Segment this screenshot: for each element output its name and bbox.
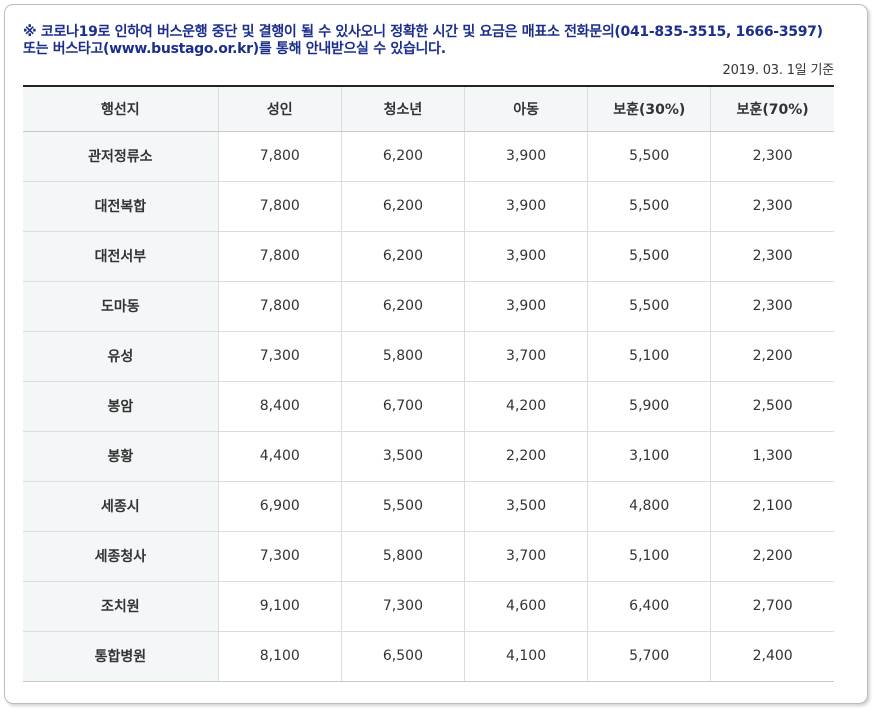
fare-cell-adult: 8,400 — [217, 381, 342, 432]
fare-cell-veteran-70: 2,700 — [710, 581, 834, 632]
destination-cell: 대전서부 — [23, 231, 219, 282]
fare-cell-veteran-70: 2,100 — [710, 481, 834, 532]
fare-cell-veteran-30: 5,700 — [587, 631, 711, 682]
fare-cell-adult: 7,300 — [217, 531, 342, 582]
header-youth: 청소년 — [340, 85, 465, 132]
fare-cell-veteran-30: 4,800 — [587, 481, 711, 532]
fare-cell-child: 4,200 — [464, 381, 588, 432]
fare-cell-veteran-70: 2,300 — [710, 231, 834, 282]
fare-cell-youth: 6,200 — [340, 131, 465, 182]
fare-cell-veteran-70: 2,300 — [710, 281, 834, 332]
table-row: 관저정류소 7,800 6,200 3,900 5,500 2,300 — [23, 131, 834, 182]
fare-cell-child: 3,700 — [464, 331, 588, 382]
fare-cell-youth: 6,700 — [340, 381, 465, 432]
fare-cell-veteran-30: 5,900 — [587, 381, 711, 432]
fare-cell-youth: 6,200 — [340, 181, 465, 232]
fare-cell-veteran-70: 2,300 — [710, 131, 834, 182]
fare-cell-veteran-70: 1,300 — [710, 431, 834, 482]
destination-cell: 유성 — [23, 331, 219, 382]
table-row: 조치원 9,100 7,300 4,600 6,400 2,700 — [23, 581, 834, 632]
fare-cell-adult: 6,900 — [217, 481, 342, 532]
fare-cell-veteran-70: 2,200 — [710, 531, 834, 582]
fare-cell-veteran-70: 2,400 — [710, 631, 834, 682]
fare-cell-child: 4,600 — [464, 581, 588, 632]
header-destination: 행선지 — [23, 85, 219, 132]
fare-cell-youth: 5,800 — [340, 331, 465, 382]
destination-cell: 도마동 — [23, 281, 219, 332]
table-row: 봉황 4,400 3,500 2,200 3,100 1,300 — [23, 431, 834, 482]
fare-cell-child: 3,900 — [464, 281, 588, 332]
fare-cell-adult: 7,300 — [217, 331, 342, 382]
table-row: 대전서부 7,800 6,200 3,900 5,500 2,300 — [23, 231, 834, 282]
fare-cell-veteran-70: 2,200 — [710, 331, 834, 382]
table-row: 세종청사 7,300 5,800 3,700 5,100 2,200 — [23, 531, 834, 582]
destination-cell: 관저정류소 — [23, 131, 219, 182]
covid-notice: ※ 코로나19로 인하여 버스운행 중단 및 결행이 될 수 있사오니 정확한 … — [23, 24, 823, 57]
fare-cell-veteran-30: 5,500 — [587, 281, 711, 332]
fare-cell-veteran-30: 5,100 — [587, 331, 711, 382]
fare-cell-youth: 6,200 — [340, 281, 465, 332]
table-row: 대전복합 7,800 6,200 3,900 5,500 2,300 — [23, 181, 834, 232]
fare-table: 행선지 성인 청소년 아동 보훈(30%) 보훈(70%) 관저정류소 7,800… — [23, 85, 834, 682]
fare-cell-adult: 4,400 — [217, 431, 342, 482]
destination-cell: 통합병원 — [23, 631, 219, 682]
fare-cell-adult: 7,800 — [217, 231, 342, 282]
fare-cell-veteran-30: 5,500 — [587, 231, 711, 282]
table-row: 도마동 7,800 6,200 3,900 5,500 2,300 — [23, 281, 834, 332]
fare-cell-child: 3,500 — [464, 481, 588, 532]
destination-cell: 봉암 — [23, 381, 219, 432]
destination-cell: 대전복합 — [23, 181, 219, 232]
fare-cell-youth: 6,200 — [340, 231, 465, 282]
fare-cell-adult: 9,100 — [217, 581, 342, 632]
fare-cell-youth: 3,500 — [340, 431, 465, 482]
fare-cell-adult: 8,100 — [217, 631, 342, 682]
fare-cell-veteran-30: 5,100 — [587, 531, 711, 582]
destination-cell: 세종청사 — [23, 531, 219, 582]
reference-date: 2019. 03. 1일 기준 — [722, 63, 835, 78]
table-row: 세종시 6,900 5,500 3,500 4,800 2,100 — [23, 481, 834, 532]
header-adult: 성인 — [217, 85, 342, 132]
fare-cell-veteran-70: 2,300 — [710, 181, 834, 232]
table-row: 통합병원 8,100 6,500 4,100 5,700 2,400 — [23, 631, 834, 682]
fare-cell-adult: 7,800 — [217, 181, 342, 232]
destination-cell: 세종시 — [23, 481, 219, 532]
fare-cell-veteran-30: 3,100 — [587, 431, 711, 482]
fare-cell-adult: 7,800 — [217, 131, 342, 182]
fare-cell-youth: 6,500 — [340, 631, 465, 682]
fare-cell-veteran-30: 5,500 — [587, 131, 711, 182]
fare-cell-youth: 7,300 — [340, 581, 465, 632]
fare-cell-child: 3,900 — [464, 181, 588, 232]
fare-cell-child: 3,900 — [464, 131, 588, 182]
table-header-row: 행선지 성인 청소년 아동 보훈(30%) 보훈(70%) — [23, 85, 834, 132]
fare-cell-youth: 5,800 — [340, 531, 465, 582]
header-veteran-70: 보훈(70%) — [710, 85, 834, 132]
destination-cell: 조치원 — [23, 581, 219, 632]
fare-cell-veteran-30: 6,400 — [587, 581, 711, 632]
table-row: 봉암 8,400 6,700 4,200 5,900 2,500 — [23, 381, 834, 432]
fare-cell-youth: 5,500 — [340, 481, 465, 532]
fare-cell-child: 3,900 — [464, 231, 588, 282]
fare-cell-veteran-70: 2,500 — [710, 381, 834, 432]
fare-cell-adult: 7,800 — [217, 281, 342, 332]
header-veteran-30: 보훈(30%) — [587, 85, 711, 132]
fare-table-body: 관저정류소 7,800 6,200 3,900 5,500 2,300 대전복합 7,800 6… — [23, 131, 834, 682]
fare-cell-child: 4,100 — [464, 631, 588, 682]
table-row: 유성 7,300 5,800 3,700 5,100 2,200 — [23, 331, 834, 382]
fare-cell-child: 3,700 — [464, 531, 588, 582]
destination-cell: 봉황 — [23, 431, 219, 482]
fare-cell-veteran-30: 5,500 — [587, 181, 711, 232]
header-child: 아동 — [464, 85, 588, 132]
fare-cell-child: 2,200 — [464, 431, 588, 482]
